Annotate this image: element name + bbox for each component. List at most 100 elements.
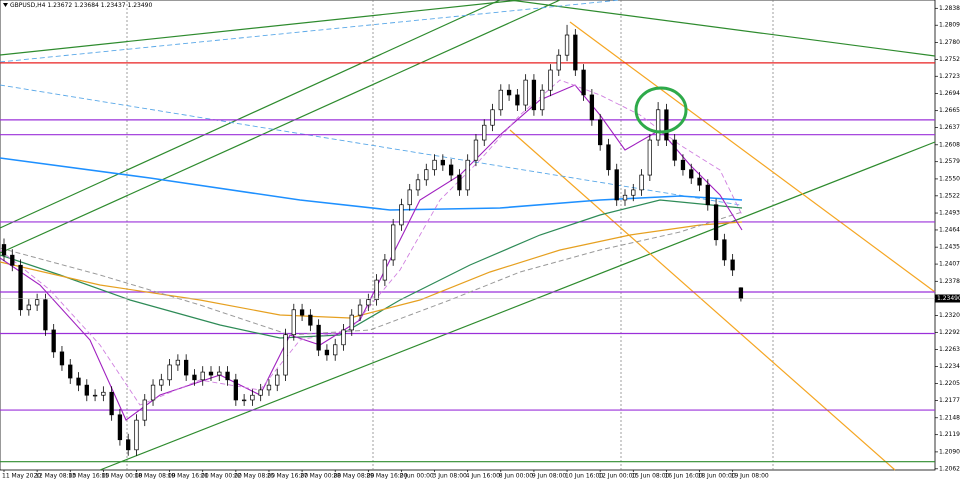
y-tick-label: 1.26655: [939, 107, 960, 114]
candle: [275, 369, 280, 392]
candle-body: [432, 159, 437, 171]
candle-body: [556, 54, 561, 71]
candle: [126, 433, 131, 456]
candle: [407, 183, 412, 211]
candle-body: [324, 349, 330, 356]
y-tick-label: 1.28380: [939, 5, 960, 12]
candle: [101, 386, 106, 402]
candle: [59, 345, 65, 371]
candle: [647, 134, 652, 181]
candle-body: [1, 244, 7, 256]
candle-body: [291, 309, 296, 336]
candle: [664, 103, 669, 146]
candle: [68, 359, 73, 384]
candle: [150, 379, 156, 406]
candle: [598, 113, 603, 151]
candle: [233, 373, 238, 406]
candle-body: [175, 359, 181, 366]
candle-body: [424, 169, 429, 181]
candle-body: [34, 299, 40, 306]
candle: [200, 366, 205, 386]
candle-body: [374, 279, 379, 301]
candle-body: [730, 259, 735, 271]
candle: [589, 89, 595, 126]
candle: [540, 84, 545, 116]
x-tick-label: 22 May 08:00: [234, 473, 275, 480]
candle: [457, 169, 462, 196]
moving-averages: [0, 79, 743, 421]
candle: [283, 328, 288, 381]
candle-body: [391, 224, 396, 261]
candle: [192, 369, 197, 386]
candle: [556, 49, 561, 76]
candle: [117, 408, 123, 446]
x-tick-label: 29 May 16:00: [366, 473, 407, 480]
candle: [217, 366, 222, 381]
y-tick-label: 1.27520: [939, 56, 960, 63]
candle: [713, 198, 719, 246]
candle-body: [76, 377, 81, 386]
candle-body: [440, 159, 445, 166]
x-tick-label: 15 May 00:00: [101, 473, 142, 480]
candle-body: [457, 174, 462, 191]
x-tick-label: 19 Jun 08:00: [731, 473, 769, 480]
candle: [316, 319, 321, 357]
candle: [631, 183, 636, 202]
candle-body: [275, 374, 280, 386]
candle: [614, 163, 619, 206]
candle: [51, 324, 56, 358]
candle: [448, 159, 454, 181]
candle: [324, 344, 330, 361]
candle: [581, 64, 586, 101]
candle: [697, 172, 702, 192]
candle: [374, 274, 379, 306]
x-tick-label: 28 May 08:00: [333, 473, 374, 480]
candle-body: [200, 371, 205, 381]
candle: [506, 84, 512, 101]
candle-body: [184, 359, 189, 376]
candle: [722, 233, 727, 266]
candle: [84, 379, 89, 402]
candle-body: [341, 329, 346, 346]
x-tick-label: 12 Jun 00:00: [598, 473, 636, 480]
candle-body: [482, 124, 487, 141]
candle: [258, 383, 263, 402]
y-tick-label: 1.21770: [939, 397, 960, 404]
y-tick-label: 1.22055: [939, 380, 960, 387]
last-price-label: 1.23490: [937, 295, 960, 302]
candle-body: [540, 89, 545, 111]
y-tick-label: 1.25795: [939, 158, 960, 165]
candle: [159, 373, 164, 392]
y-tick-label: 1.22345: [939, 363, 960, 370]
x-tick-label: 4 Jun 16:00: [466, 473, 500, 480]
candle-body: [738, 287, 744, 299]
candle: [382, 253, 388, 287]
candle-body: [51, 329, 56, 353]
candle: [564, 24, 570, 62]
candle-body: [598, 119, 603, 146]
y-tick-label: 1.27805: [939, 39, 960, 46]
candle-body: [664, 109, 669, 141]
candle: [266, 379, 272, 396]
y-tick-label: 1.24645: [939, 226, 960, 233]
candle-body: [150, 384, 156, 401]
x-tick-label: 27 May 00:00: [300, 473, 341, 480]
candle-body: [631, 189, 636, 196]
candle: [465, 154, 470, 196]
candle: [225, 366, 230, 386]
candle-body: [705, 184, 710, 206]
x-tick-label: 10 Jun 16:00: [565, 473, 603, 480]
y-tick-label: 1.24355: [939, 244, 960, 251]
candle: [175, 354, 181, 371]
x-tick-label: 15 Jun 08:00: [631, 473, 669, 480]
candle-body: [606, 144, 611, 171]
candle: [548, 64, 553, 97]
candle: [208, 366, 214, 381]
x-tick-label: 18 May 08:00: [134, 473, 175, 480]
y-tick-label: 1.28095: [939, 22, 960, 29]
candle-body: [357, 304, 363, 316]
candle-body: [465, 159, 470, 191]
candle: [308, 309, 313, 332]
x-tick-label: 12 May 08:00: [35, 473, 76, 480]
